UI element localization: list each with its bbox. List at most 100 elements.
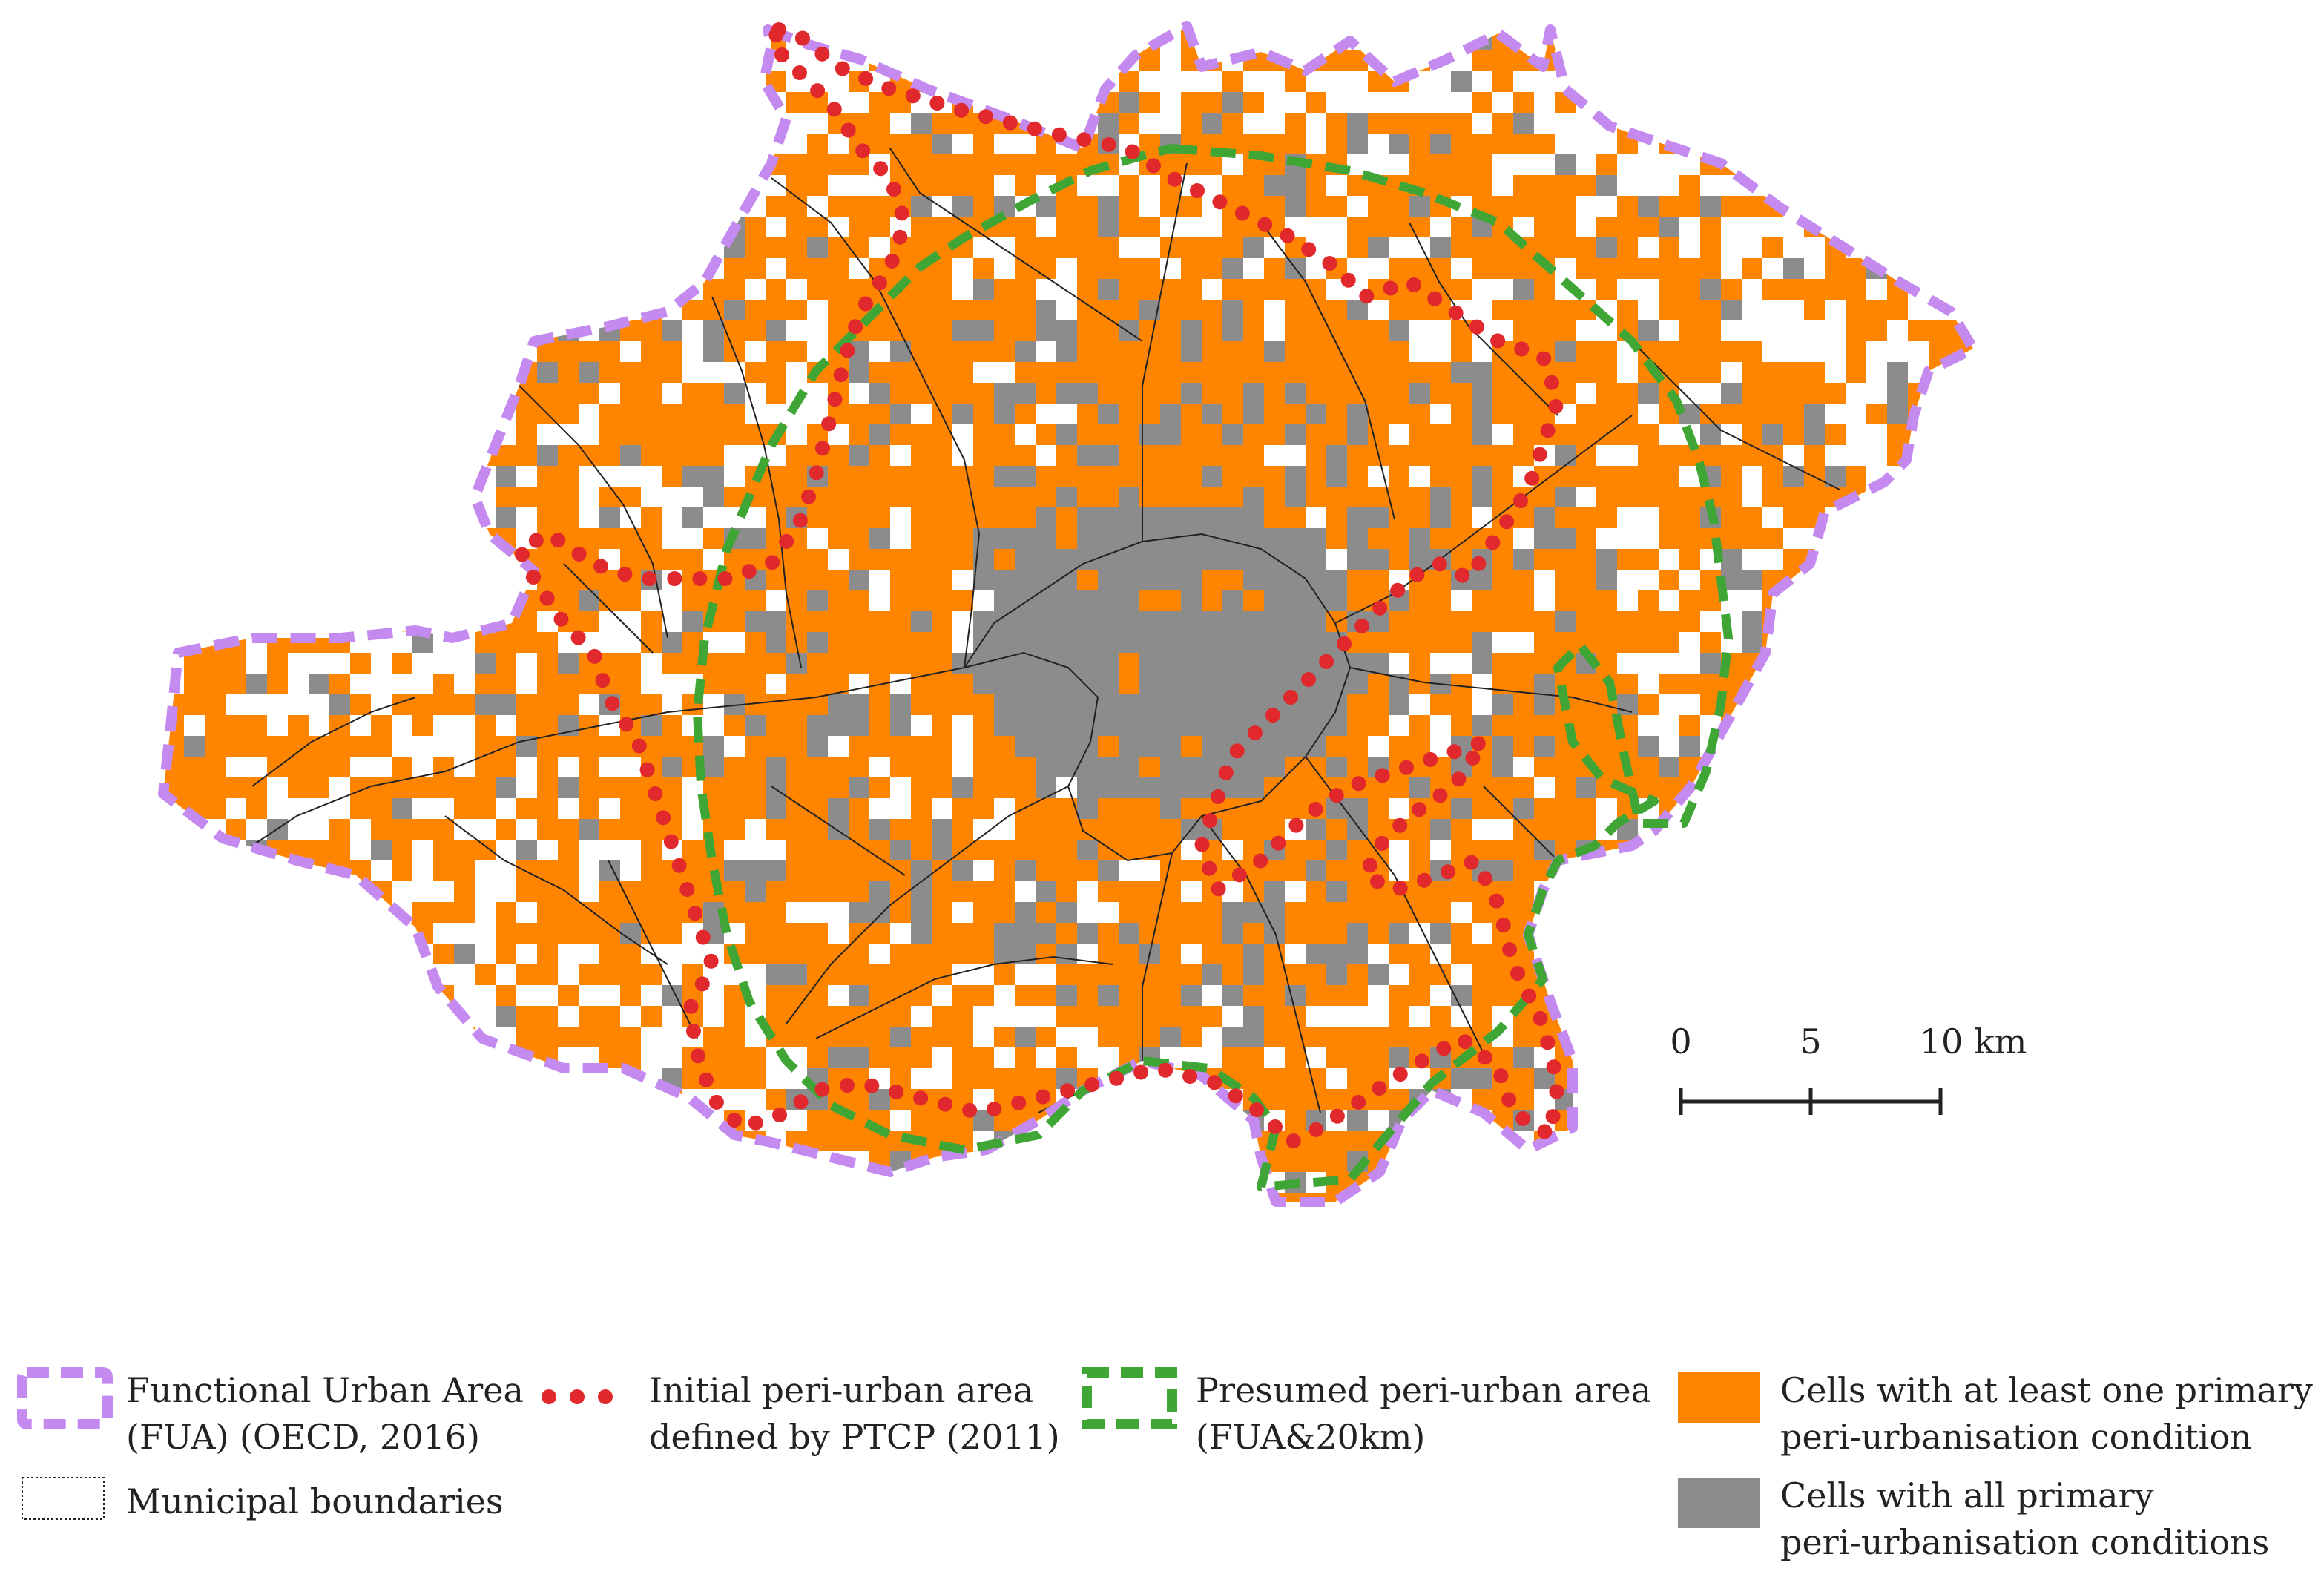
one-condition-cell <box>1015 92 1036 113</box>
one-condition-cell <box>579 1027 599 1047</box>
all-conditions-cell <box>1015 570 1036 590</box>
all-conditions-cell <box>1015 611 1036 632</box>
presumed-peri-urban-outline <box>693 144 1733 1191</box>
one-condition-cell <box>1389 528 1409 549</box>
one-condition-cell <box>1222 466 1243 487</box>
one-condition-cell <box>1181 1089 1202 1110</box>
one-condition-cell <box>1887 1172 1908 1193</box>
one-condition-cell <box>1389 362 1409 383</box>
one-condition-cell <box>1285 279 1306 300</box>
one-condition-cell <box>267 1068 288 1089</box>
one-condition-cell <box>1576 964 1596 985</box>
ptcp-dot <box>833 367 849 383</box>
all-conditions-cell <box>1243 383 1264 404</box>
one-condition-cell <box>869 362 890 383</box>
all-conditions-cell <box>184 404 205 424</box>
one-condition-cell <box>1804 590 1825 611</box>
ptcp-dot <box>1383 280 1398 296</box>
one-condition-cell <box>973 1047 994 1068</box>
one-condition-cell <box>1015 840 1036 860</box>
one-condition-cell <box>1970 944 1973 964</box>
one-condition-cell <box>641 424 662 445</box>
one-condition-cell <box>1451 923 1472 944</box>
one-condition-cell <box>1409 611 1430 632</box>
one-condition-cell <box>1825 653 1846 674</box>
one-condition-cell <box>1949 549 1970 570</box>
one-condition-cell <box>205 1110 226 1131</box>
one-condition-cell <box>869 30 890 50</box>
one-condition-cell <box>1513 300 1534 320</box>
one-condition-cell <box>329 1027 350 1047</box>
one-condition-cell <box>786 175 807 196</box>
ptcp-dot <box>886 182 901 197</box>
one-condition-cell <box>641 1006 662 1027</box>
one-condition-cell <box>1742 383 1762 404</box>
one-condition-cell <box>1222 1110 1243 1131</box>
one-condition-cell <box>246 1110 267 1131</box>
one-condition-cell <box>1181 1006 1202 1027</box>
all-conditions-cell <box>662 1151 682 1172</box>
all-conditions-cell <box>1326 715 1347 736</box>
one-condition-cell <box>766 985 786 1006</box>
one-condition-cell <box>1181 736 1202 757</box>
one-condition-cell <box>849 964 869 985</box>
one-condition-cell <box>1513 777 1534 798</box>
one-condition-cell <box>1576 694 1596 715</box>
one-condition-cell <box>1617 404 1638 424</box>
one-condition-cell <box>1804 860 1825 881</box>
one-condition-cell <box>599 424 620 445</box>
one-condition-cell <box>454 383 475 404</box>
one-condition-cell <box>1825 154 1846 175</box>
one-condition-cell <box>786 840 807 860</box>
one-condition-cell <box>1700 590 1721 611</box>
all-conditions-cell <box>350 320 371 341</box>
one-condition-cell <box>433 549 454 570</box>
all-conditions-cell <box>1326 881 1347 902</box>
one-condition-cell <box>890 819 911 840</box>
ptcp-dot <box>858 296 873 312</box>
one-condition-cell <box>1492 653 1513 674</box>
one-condition-cell <box>246 736 267 757</box>
one-condition-cell <box>1700 50 1721 71</box>
one-condition-cell <box>205 1027 226 1047</box>
ptcp-dot <box>1464 855 1479 870</box>
one-condition-cell <box>558 487 579 507</box>
one-condition-cell <box>1721 736 1742 757</box>
one-condition-cell <box>1222 1047 1243 1068</box>
one-condition-cell <box>1659 279 1679 300</box>
all-conditions-cell <box>1098 777 1119 798</box>
all-conditions-cell <box>1036 715 1056 736</box>
one-condition-cell <box>682 840 703 860</box>
one-condition-cell <box>226 902 246 923</box>
one-condition-cell <box>1596 1068 1617 1089</box>
one-condition-cell <box>184 902 205 923</box>
all-conditions-cell <box>911 113 932 134</box>
ptcp-dot <box>1392 881 1408 896</box>
one-condition-cell <box>1368 694 1389 715</box>
one-condition-cell <box>1326 985 1347 1006</box>
municipal-boundary-line <box>889 148 1143 342</box>
one-condition-cell <box>1970 92 1973 113</box>
one-condition-cell <box>1264 279 1285 300</box>
one-condition-cell <box>1804 1193 1825 1202</box>
one-condition-cell <box>1056 362 1077 383</box>
all-conditions-cell <box>1098 694 1119 715</box>
one-condition-cell <box>1908 694 1929 715</box>
one-condition-cell <box>1679 362 1700 383</box>
one-condition-cell <box>1451 424 1472 445</box>
one-condition-cell <box>745 674 766 694</box>
ptcp-dot <box>1399 760 1414 775</box>
one-condition-cell <box>662 404 682 424</box>
one-condition-cell <box>1098 487 1119 507</box>
ptcp-dot <box>765 555 780 570</box>
one-condition-cell <box>1679 1214 1700 1234</box>
all-conditions-cell <box>454 944 475 964</box>
one-condition-cell <box>329 445 350 466</box>
one-condition-cell <box>1617 196 1638 217</box>
one-condition-cell <box>371 590 392 611</box>
one-condition-cell <box>537 1131 558 1151</box>
one-condition-cell <box>1929 736 1949 757</box>
one-condition-cell <box>1596 341 1617 362</box>
one-condition-cell <box>1430 590 1451 611</box>
one-condition-cell <box>911 736 932 757</box>
